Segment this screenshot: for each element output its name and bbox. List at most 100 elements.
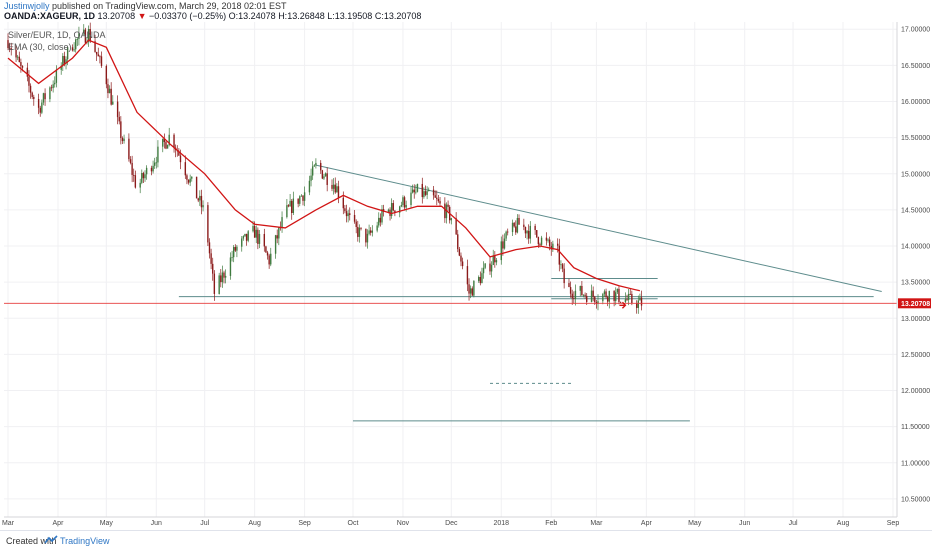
tradingview-brand[interactable]: TradingView [60,536,110,546]
candle-body [155,162,158,164]
candle-body [471,288,473,296]
candle-body [439,201,441,204]
candle-body [139,182,141,188]
candle-body [315,162,317,166]
candle-body [223,272,225,278]
price-tick-label: 13.00000 [901,316,930,323]
candle-body [560,264,562,266]
candle-body [495,260,498,263]
candle-body [110,88,112,105]
candle-body [100,56,103,66]
candle-body [466,266,469,285]
change-value: −0.03370 (−0.25%) [149,11,227,21]
candle-body [626,299,628,301]
series-legend[interactable]: Silver/EUR, 1D, OANDA [8,30,106,40]
candle-body [400,205,403,207]
candle-body [529,225,531,239]
candle-body [95,51,98,55]
candle-body [75,39,77,50]
candle-body [186,175,188,180]
candle-body [107,84,109,94]
candle-body [569,287,572,294]
candle-body [257,229,259,244]
candle-body [292,198,295,213]
candle-body [224,275,227,278]
symbol-label[interactable]: OANDA:XAGEUR, 1D [4,11,96,21]
red-arrow-icon[interactable] [619,301,627,309]
candle-body [540,237,543,245]
candle-body [213,273,216,294]
candle-body [165,142,167,149]
candle-body [492,255,494,266]
author-link[interactable]: Justinwjolly [4,1,50,11]
drawings-layer[interactable] [178,164,882,422]
arrow-annotation[interactable] [619,301,627,309]
low-value: 13.19508 [334,11,373,21]
time-tick-label: Jun [151,520,162,527]
candle-body [331,184,333,189]
price-chart[interactable]: 17.00000 16.50000 16.00000 15.50000 15.00000… [0,0,932,530]
candle-body [561,264,564,269]
open-label: O: [228,11,239,21]
time-tick-label: Dec [445,520,458,527]
candle-body [291,200,293,213]
candle-body [627,293,630,300]
candle-body [150,167,153,172]
candle-body [405,205,407,208]
time-tick-label: Sep [298,520,311,527]
candle-body [539,244,541,246]
candle-body [255,229,257,238]
last-price-tag: 13.20708 [898,298,931,309]
time-axis[interactable]: Mar Apr May Jun Jul Aug Sep Oct Nov Dec 2018 Feb Mar… [2,520,899,527]
candle-body [349,213,351,215]
candle-body [558,245,561,265]
candle-body [302,195,304,201]
candle-body [258,233,261,244]
time-tick-label: Apr [53,520,65,527]
candle-body [502,241,504,249]
candle-body [144,174,146,179]
candle-body [424,191,427,195]
candle-body [381,209,383,223]
footer: Created with TradingView [0,530,932,551]
candle-body [458,249,461,256]
ema-legend[interactable]: EMA (30, close) [8,42,72,52]
candle-body [118,117,120,122]
time-tick-label: Oct [348,520,359,527]
candle-body [231,257,233,259]
candle-body [332,184,335,189]
candle-body [490,265,493,272]
candle-body [42,93,45,103]
candle-body [63,55,66,64]
candle-body [574,290,577,299]
candle-body [41,102,43,113]
candle-body [207,205,209,243]
price-axis[interactable]: 17.00000 16.50000 16.00000 15.50000 15.00000… [901,27,930,504]
candle-body [270,253,272,265]
candle-body [97,54,99,57]
time-tick-label: Apr [641,520,653,527]
candle-body [390,203,393,216]
candle-body [173,134,175,148]
candle-body [563,268,565,284]
candle-body [278,227,280,239]
candle-body [461,261,464,267]
ohlc-row: OANDA:XAGEUR, 1D 13.20708 ▼ −0.03370 (−0… [4,11,421,22]
candle-body [78,33,80,39]
candle-body [50,87,53,89]
price-tick-label: 16.50000 [901,63,930,70]
candle-body [266,252,269,256]
time-tick-label: Nov [397,520,410,527]
candle-body [353,214,356,222]
time-tick-label: Mar [590,520,603,527]
candle-body [320,162,322,171]
candle-body [189,178,191,183]
trendline[interactable] [315,164,882,293]
candle-body [494,255,496,263]
candle-body [128,138,130,160]
candle-body [84,29,87,43]
candle-body [523,224,525,228]
low-label: L: [327,11,335,21]
candle-body [218,275,220,294]
candle-body [629,293,631,295]
